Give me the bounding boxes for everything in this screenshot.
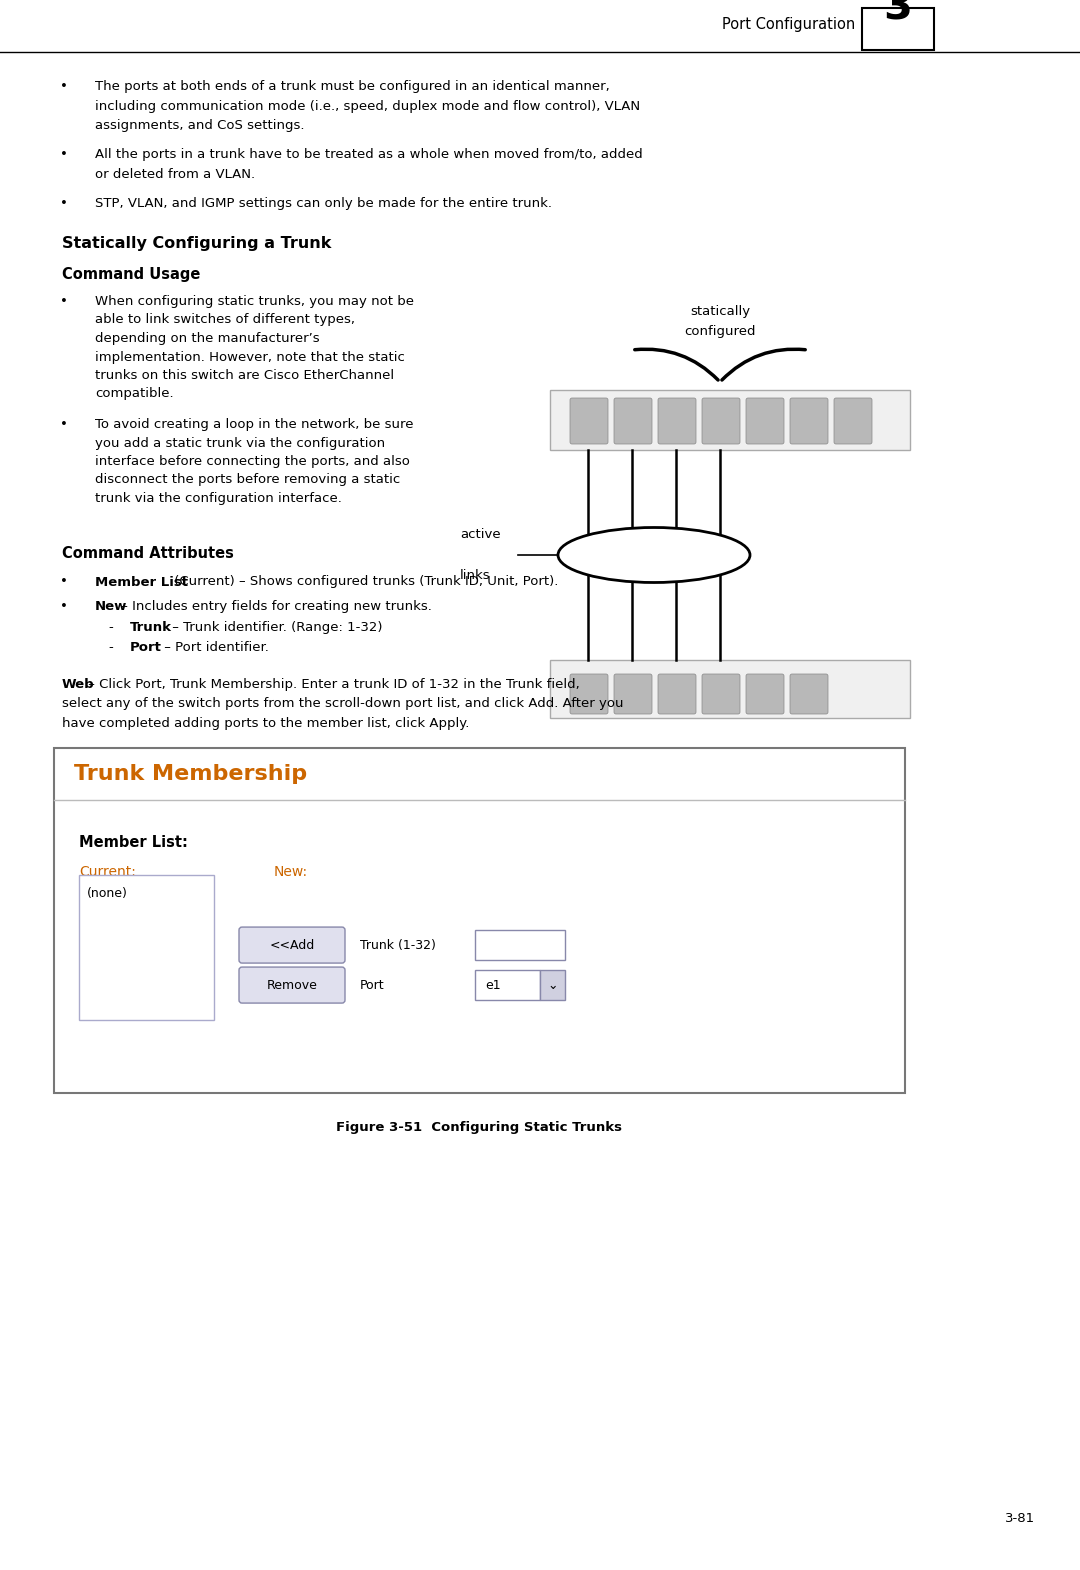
Text: <<Add: <<Add <box>269 939 314 951</box>
Text: trunk via the configuration interface.: trunk via the configuration interface. <box>95 491 342 506</box>
Text: The ports at both ends of a trunk must be configured in an identical manner,: The ports at both ends of a trunk must b… <box>95 80 610 93</box>
Text: Command Usage: Command Usage <box>62 267 201 283</box>
Text: disconnect the ports before removing a static: disconnect the ports before removing a s… <box>95 474 401 487</box>
Text: – Port identifier.: – Port identifier. <box>160 641 269 653</box>
FancyBboxPatch shape <box>570 399 608 444</box>
Text: ⌄: ⌄ <box>548 978 557 992</box>
Text: •: • <box>60 576 68 589</box>
Text: •: • <box>60 196 68 210</box>
Text: •: • <box>60 148 68 162</box>
Text: Trunk: Trunk <box>130 622 172 634</box>
Text: able to link switches of different types,: able to link switches of different types… <box>95 314 355 327</box>
Text: – Trunk identifier. (Range: 1-32): – Trunk identifier. (Range: 1-32) <box>167 622 382 634</box>
Text: Current:: Current: <box>79 865 136 879</box>
Text: •: • <box>60 418 68 432</box>
Text: compatible.: compatible. <box>95 388 174 400</box>
Text: depending on the manufacturer’s: depending on the manufacturer’s <box>95 331 320 345</box>
Text: – Click Port, Trunk Membership. Enter a trunk ID of 1-32 in the Trunk field,: – Click Port, Trunk Membership. Enter a … <box>84 678 580 691</box>
FancyBboxPatch shape <box>789 399 828 444</box>
Text: Remove: Remove <box>267 978 318 992</box>
Text: Trunk Membership: Trunk Membership <box>75 765 307 783</box>
Bar <box>540 970 565 1000</box>
Text: you add a static trunk via the configuration: you add a static trunk via the configura… <box>95 436 386 449</box>
Bar <box>79 874 214 1021</box>
Text: including communication mode (i.e., speed, duplex mode and flow control), VLAN: including communication mode (i.e., spee… <box>95 99 640 113</box>
FancyBboxPatch shape <box>702 399 740 444</box>
Text: (Current) – Shows configured trunks (Trunk ID, Unit, Port).: (Current) – Shows configured trunks (Tru… <box>170 576 558 589</box>
Bar <box>54 747 905 1093</box>
Text: Web: Web <box>62 678 95 691</box>
Text: STP, VLAN, and IGMP settings can only be made for the entire trunk.: STP, VLAN, and IGMP settings can only be… <box>95 196 552 210</box>
Text: Member List:: Member List: <box>79 835 188 849</box>
Text: Figure 3-51  Configuring Static Trunks: Figure 3-51 Configuring Static Trunks <box>337 1121 622 1134</box>
Bar <box>862 8 934 50</box>
Text: When configuring static trunks, you may not be: When configuring static trunks, you may … <box>95 295 414 308</box>
Text: To avoid creating a loop in the network, be sure: To avoid creating a loop in the network,… <box>95 418 414 432</box>
FancyBboxPatch shape <box>702 674 740 714</box>
Text: e1: e1 <box>485 978 501 992</box>
FancyBboxPatch shape <box>746 399 784 444</box>
Text: Port: Port <box>360 978 384 992</box>
Text: Port Configuration: Port Configuration <box>721 17 855 31</box>
Bar <box>550 389 910 451</box>
Text: Command Attributes: Command Attributes <box>62 545 234 560</box>
Bar <box>475 929 565 961</box>
Text: links: links <box>460 568 490 582</box>
Text: •: • <box>60 295 68 308</box>
Text: statically: statically <box>690 305 751 319</box>
Text: or deleted from a VLAN.: or deleted from a VLAN. <box>95 168 255 181</box>
Text: (none): (none) <box>87 887 127 900</box>
Text: interface before connecting the ports, and also: interface before connecting the ports, a… <box>95 455 410 468</box>
Text: select any of the switch ports from the scroll-down port list, and click Add. Af: select any of the switch ports from the … <box>62 697 623 710</box>
Text: configured: configured <box>685 325 756 338</box>
FancyBboxPatch shape <box>789 674 828 714</box>
FancyBboxPatch shape <box>658 674 696 714</box>
Text: •: • <box>60 600 68 612</box>
Text: Trunk (1-32): Trunk (1-32) <box>360 939 436 951</box>
Text: 3-81: 3-81 <box>1004 1512 1035 1524</box>
Text: New:: New: <box>274 865 308 879</box>
Text: -: - <box>108 641 112 653</box>
FancyBboxPatch shape <box>834 399 872 444</box>
Text: Member List: Member List <box>95 576 188 589</box>
Ellipse shape <box>558 528 750 582</box>
FancyBboxPatch shape <box>658 399 696 444</box>
Text: active: active <box>460 528 501 542</box>
Text: – Includes entry fields for creating new trunks.: – Includes entry fields for creating new… <box>118 600 432 612</box>
Text: Statically Configuring a Trunk: Statically Configuring a Trunk <box>62 236 332 251</box>
Bar <box>475 970 540 1000</box>
Text: assignments, and CoS settings.: assignments, and CoS settings. <box>95 119 305 132</box>
FancyBboxPatch shape <box>239 926 345 962</box>
FancyBboxPatch shape <box>239 967 345 1003</box>
FancyBboxPatch shape <box>615 399 652 444</box>
Text: have completed adding ports to the member list, click Apply.: have completed adding ports to the membe… <box>62 717 470 730</box>
Text: -: - <box>108 622 112 634</box>
Text: 3: 3 <box>883 0 913 28</box>
Text: Port: Port <box>130 641 162 653</box>
Bar <box>550 659 910 717</box>
FancyBboxPatch shape <box>615 674 652 714</box>
Text: trunks on this switch are Cisco EtherChannel: trunks on this switch are Cisco EtherCha… <box>95 369 394 382</box>
FancyBboxPatch shape <box>746 674 784 714</box>
Text: •: • <box>60 80 68 93</box>
Text: implementation. However, note that the static: implementation. However, note that the s… <box>95 350 405 364</box>
Text: New: New <box>95 600 127 612</box>
FancyBboxPatch shape <box>570 674 608 714</box>
Text: All the ports in a trunk have to be treated as a whole when moved from/to, added: All the ports in a trunk have to be trea… <box>95 148 643 162</box>
